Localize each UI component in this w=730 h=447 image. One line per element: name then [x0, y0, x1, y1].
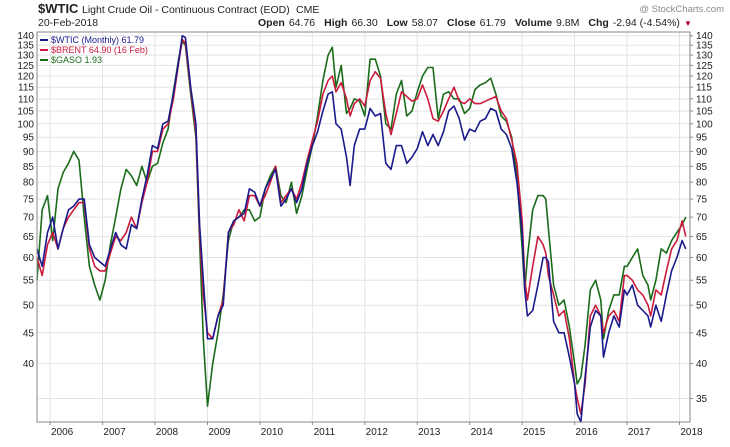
x-tick-label: 2013	[418, 427, 441, 438]
y-tick-label-left: 135	[17, 41, 34, 52]
stat-label-high: High	[324, 17, 347, 29]
x-tick-label: 2008	[156, 427, 179, 438]
y-tick-label-left: 90	[23, 147, 35, 158]
x-tick-label: 2017	[628, 427, 651, 438]
stat-label-close: Close	[447, 17, 476, 29]
y-tick-label-left: 100	[17, 119, 34, 130]
y-tick-label-left: 110	[18, 94, 34, 105]
y-tick-label-right: 50	[696, 301, 708, 312]
y-tick-label-left: 115	[18, 83, 34, 94]
y-tick-label-left: 95	[23, 133, 35, 144]
y-tick-label-right: 60	[696, 253, 708, 264]
stat-value-chg: -2.94 (-4.54%)	[613, 17, 680, 29]
x-tick-label: 2018	[680, 427, 703, 438]
x-tick-label: 2014	[471, 427, 494, 438]
y-tick-label-right: 115	[696, 83, 712, 94]
y-tick-label-left: 50	[23, 301, 35, 312]
exchange-label: CME	[296, 4, 319, 16]
y-tick-label-right: 90	[696, 147, 708, 158]
x-tick-label: 2007	[103, 427, 126, 438]
series-lines	[36, 34, 687, 423]
y-tick-label-left: 85	[23, 162, 35, 173]
y-tick-label-left: 75	[23, 195, 35, 206]
y-tick-label-right: 85	[696, 162, 708, 173]
y-tick-label-left: 40	[23, 359, 35, 370]
x-tick-label: 2016	[575, 427, 598, 438]
plot-frame	[36, 31, 691, 423]
y-tick-label-left: 55	[23, 276, 35, 287]
stat-label-volume: Volume	[515, 17, 552, 29]
y-tick-label-left: 120	[17, 72, 34, 83]
legend: $WTIC (Monthly) 61.79$BRENT 64.90 (16 Fe…	[40, 35, 148, 65]
chart-header: $WTIC Light Crude Oil - Continuous Contr…	[38, 1, 724, 29]
y-tick-label-left: 125	[17, 61, 34, 72]
y-tick-label-right: 65	[696, 232, 708, 243]
stat-label-open: Open	[258, 17, 285, 29]
y-tick-label-right: 100	[696, 119, 713, 130]
symbol-title: $WTIC	[38, 1, 79, 16]
y-tick-label-left: 80	[23, 178, 35, 189]
axes: 4045505560657075808590951001051101151201…	[17, 31, 713, 438]
y-tick-label-right: 130	[696, 51, 713, 62]
stat-value-high: 66.30	[351, 17, 377, 29]
x-tick-label: 2015	[523, 427, 546, 438]
y-tick-label-right: 105	[696, 107, 713, 118]
stat-value-low: 58.07	[412, 17, 438, 29]
symbol-description: Light Crude Oil - Continuous Contract (E…	[82, 4, 290, 16]
y-tick-label-right: 125	[696, 61, 713, 72]
y-tick-label-left: 65	[23, 232, 35, 243]
y-tick-label-left: 130	[17, 51, 34, 62]
y-tick-label-right: 110	[696, 94, 712, 105]
legend-label-gaso: $GASO 1.93	[51, 55, 102, 65]
y-tick-label-right: 95	[696, 133, 708, 144]
series-line-gaso	[36, 40, 687, 407]
x-tick-label: 2011	[314, 427, 336, 438]
y-tick-label-right: 35	[696, 394, 708, 405]
stat-label-chg: Chg	[588, 17, 608, 29]
y-tick-label-left: 70	[23, 213, 35, 224]
y-tick-label-left: 60	[23, 253, 35, 264]
date-label: 20-Feb-2018	[38, 17, 98, 29]
x-tick-label: 2010	[261, 427, 284, 438]
y-tick-label-right: 120	[696, 72, 713, 83]
y-tick-label-right: 80	[696, 178, 708, 189]
stat-value-close: 61.79	[480, 17, 506, 29]
y-tick-label-left: 105	[17, 107, 34, 118]
y-tick-label-right: 40	[696, 359, 708, 370]
stat-value-open: 64.76	[289, 17, 315, 29]
x-tick-label: 2006	[51, 427, 74, 438]
x-tick-label: 2012	[366, 427, 389, 438]
x-tick-label: 2009	[208, 427, 231, 438]
y-tick-label-right: 55	[696, 276, 708, 287]
y-tick-label-left: 45	[23, 328, 35, 339]
series-line-wtic	[36, 34, 687, 423]
y-tick-label-right: 70	[696, 213, 708, 224]
legend-label-brent: $BRENT 64.90 (16 Feb)	[51, 45, 148, 55]
change-down-icon: ▼	[684, 19, 692, 28]
legend-label-wtic: $WTIC (Monthly) 61.79	[51, 35, 144, 45]
y-tick-label-left: 140	[17, 31, 34, 42]
price-stats: Open 64.76 High 66.30 Low 58.07 Close 61.79 Volu…	[258, 17, 692, 29]
y-tick-label-right: 140	[696, 31, 713, 42]
stat-value-volume: 9.8M	[556, 17, 579, 29]
y-tick-label-right: 135	[696, 41, 713, 52]
watermark: @ StockCharts.com	[639, 4, 724, 15]
stat-label-low: Low	[387, 17, 409, 29]
y-tick-label-right: 45	[696, 328, 708, 339]
y-tick-label-right: 75	[696, 195, 708, 206]
